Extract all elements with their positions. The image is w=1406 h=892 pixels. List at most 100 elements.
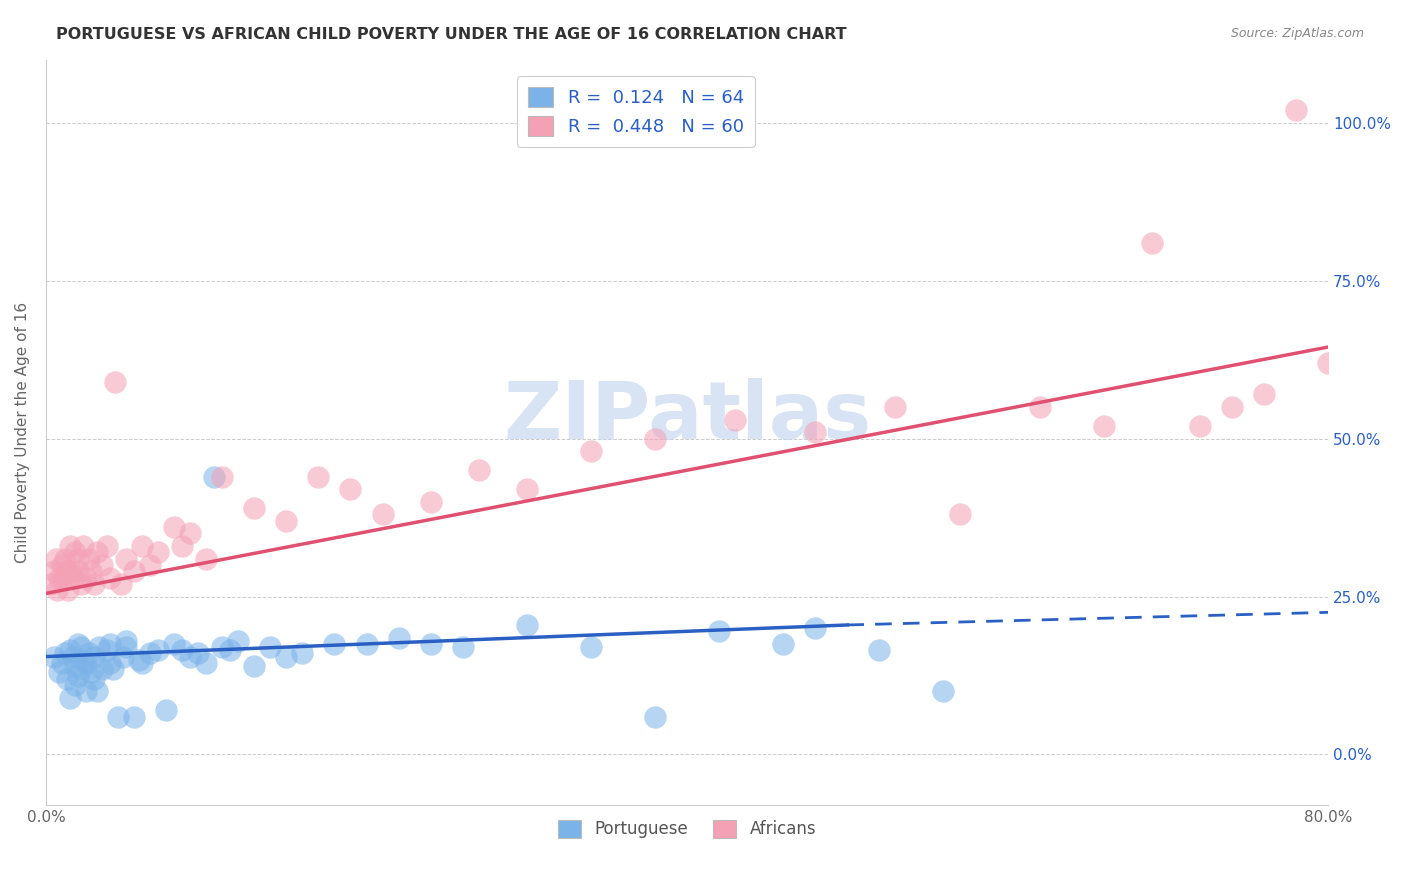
Point (91, 662, 114, 676)
Point (139, 647, 162, 661)
Point (66, 564, 89, 578)
Point (51, 558, 73, 572)
Point (387, 631, 409, 645)
Point (155, 703, 177, 717)
Text: ZIPatlas: ZIPatlas (503, 378, 872, 457)
Point (98, 571, 121, 585)
Point (579, 444, 602, 458)
Point (70, 662, 93, 676)
Y-axis label: Child Poverty Under the Age of 16: Child Poverty Under the Age of 16 (15, 301, 30, 563)
Point (202, 469, 225, 483)
Point (83, 577, 105, 591)
Point (115, 633, 138, 648)
Point (707, 624, 730, 639)
Point (53, 551, 76, 566)
Point (128, 653, 150, 667)
Point (419, 637, 441, 651)
Point (932, 684, 955, 698)
Point (195, 656, 218, 670)
Point (804, 621, 827, 635)
Point (91, 558, 114, 572)
Point (276, 514, 298, 528)
Point (115, 551, 138, 566)
Point (419, 495, 441, 509)
Point (86, 545, 108, 559)
Point (56, 672, 79, 686)
Point (868, 643, 890, 657)
Point (62, 649, 84, 664)
Point (948, 508, 970, 522)
Point (75, 656, 97, 670)
Point (56, 564, 79, 578)
Point (77, 647, 100, 661)
Point (96, 539, 118, 553)
Point (356, 637, 378, 651)
Point (644, 709, 666, 723)
Point (63, 545, 86, 559)
Point (66, 637, 89, 651)
Point (46, 583, 69, 598)
Point (104, 375, 127, 389)
Point (48, 571, 70, 585)
Point (195, 551, 218, 566)
Point (86, 684, 108, 698)
Point (451, 640, 474, 654)
Point (467, 463, 489, 477)
Point (72, 653, 94, 667)
Point (579, 640, 602, 654)
Point (146, 643, 169, 657)
Point (516, 618, 538, 632)
Point (53, 647, 76, 661)
Point (115, 640, 138, 654)
Point (307, 469, 329, 483)
Point (59, 643, 82, 657)
Point (70, 640, 93, 654)
Point (75, 571, 97, 585)
Point (291, 647, 314, 661)
Point (139, 558, 162, 572)
Point (59, 690, 82, 705)
Point (1140, 235, 1163, 250)
Legend: Portuguese, Africans: Portuguese, Africans (551, 814, 823, 845)
Point (1092, 419, 1115, 434)
Point (644, 432, 666, 446)
Point (172, 539, 194, 553)
Point (226, 633, 249, 648)
Point (98, 637, 121, 651)
Point (59, 539, 82, 553)
Point (63, 678, 86, 692)
Point (323, 637, 346, 651)
Point (42, 649, 65, 664)
Point (1028, 400, 1050, 414)
Point (42, 564, 65, 578)
Point (187, 647, 209, 661)
Point (243, 659, 266, 673)
Point (179, 649, 201, 664)
Point (371, 508, 394, 522)
Point (772, 637, 794, 651)
Point (83, 672, 105, 686)
Point (516, 482, 538, 496)
Point (111, 649, 134, 664)
Text: PORTUGUESE VS AFRICAN CHILD POVERTY UNDER THE AGE OF 16 CORRELATION CHART: PORTUGUESE VS AFRICAN CHILD POVERTY UNDE… (56, 27, 846, 42)
Point (211, 469, 233, 483)
Point (45, 551, 67, 566)
Point (83, 649, 105, 664)
Point (172, 643, 194, 657)
Point (1253, 387, 1275, 401)
Point (77, 551, 100, 566)
Point (243, 501, 266, 516)
Point (259, 640, 281, 654)
Point (163, 520, 186, 534)
Point (1220, 400, 1243, 414)
Point (179, 526, 201, 541)
Point (98, 656, 121, 670)
Point (131, 656, 153, 670)
Point (110, 577, 132, 591)
Point (66, 668, 89, 682)
Point (87, 640, 110, 654)
Point (339, 482, 361, 496)
Point (59, 564, 82, 578)
Point (163, 637, 186, 651)
Point (884, 400, 907, 414)
